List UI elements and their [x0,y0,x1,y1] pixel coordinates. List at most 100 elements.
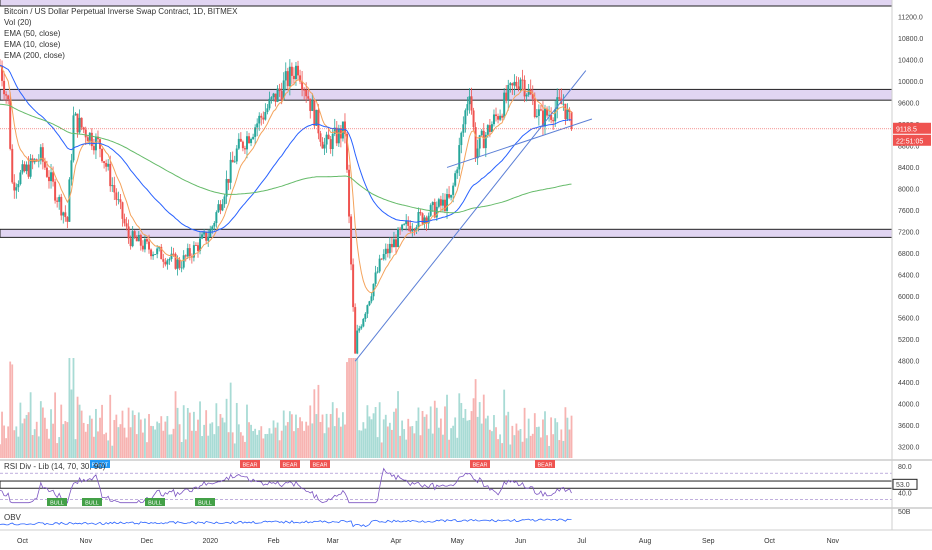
volume-bar [284,425,287,458]
volume-bar [274,427,277,458]
candle-body [248,136,251,144]
volume-bar [131,410,134,458]
candle-body [423,217,426,224]
candle-body [399,229,402,230]
candle-body [486,125,489,135]
volume-bar [246,404,248,458]
volume-bar [433,400,436,458]
volume-bar [219,414,222,458]
volume-bar [527,418,530,458]
volume-bar [72,358,75,458]
candle-body [495,114,498,117]
volume-bar [544,411,546,458]
volume-bar [272,420,275,458]
candle-body [23,164,26,172]
rsi-top-signal-badge [240,460,260,468]
volume-bar [425,414,428,458]
candle-body [507,85,510,101]
obv-line [0,518,572,528]
volume-bar [250,424,252,458]
candle-body [143,239,146,250]
volume-bar [293,431,295,458]
candle-body [264,112,267,120]
candle-body [39,147,42,161]
volume-bar [464,409,467,458]
volume-bar [446,394,448,458]
volume-bar [335,408,338,458]
candle-body [84,129,87,138]
volume-bar [0,444,1,458]
volume-bar [317,384,320,458]
candle-body [525,94,528,97]
candle-body [564,103,567,120]
volume-bar [421,410,424,458]
candle-body [280,91,283,100]
candle-body [384,248,387,254]
volume-bar [531,433,534,458]
time-tick: Sep [702,538,715,545]
volume-bar [325,413,328,458]
volume-bar [507,411,510,458]
candle-body [229,159,232,183]
volume-bar [156,421,159,458]
candle-body [43,161,46,168]
time-tick: Apr [391,538,403,545]
candle-body [539,109,542,111]
candle-body [115,192,118,200]
volume-bar [88,415,91,458]
volume-bar [554,418,557,458]
candle-body [254,127,257,137]
volume-bar [448,439,450,458]
volume-bar [31,435,34,458]
candle-body [433,202,436,218]
volume-bar [491,431,493,458]
volume-bar [50,409,52,458]
volume-bar [190,430,193,458]
candle-body [25,164,28,172]
rsi-top-signal-badge [280,460,300,468]
volume-bar [164,421,167,458]
volume-bar [550,417,553,458]
candle-body [45,167,48,177]
candle-body [184,255,187,257]
volume-bar [393,411,395,458]
volume-bar [95,408,97,458]
price-tick: 6400.0 [898,273,920,280]
volume-bar [21,423,24,458]
volume-bar [384,414,387,458]
candle-body [482,130,485,149]
volume-bar [566,417,569,458]
time-tick: Oct [17,538,28,545]
candle-body [360,326,363,329]
candle-body [321,141,324,149]
volume-bar [97,431,99,458]
rsi-bottom-signal-label: BULL [198,501,212,507]
candle-body [156,248,159,255]
volume-bar [119,424,122,458]
rsi-top-signal-badge [90,460,110,468]
price-tick: 9600.0 [898,100,920,107]
candle-body [19,172,22,184]
volume-bar [342,412,344,458]
candle-body [313,100,316,126]
candle-body [54,181,57,201]
volume-bar [242,435,244,458]
candle-body [29,158,32,177]
volume-bar [193,411,195,458]
volume-bar [542,419,544,458]
indicator-volume: Vol (20) [4,18,32,27]
candle-body [166,260,169,265]
volume-bar [92,436,95,458]
candle-body [309,98,312,111]
candle-body [227,178,230,183]
volume-bar [427,428,430,458]
volume-bar [68,358,71,458]
candle-body [531,94,534,99]
volume-bar [146,442,148,458]
volume-bar [362,422,365,458]
volume-bar [331,402,334,458]
rsi-top-signal-badge [470,460,490,468]
candle-body [333,127,336,134]
